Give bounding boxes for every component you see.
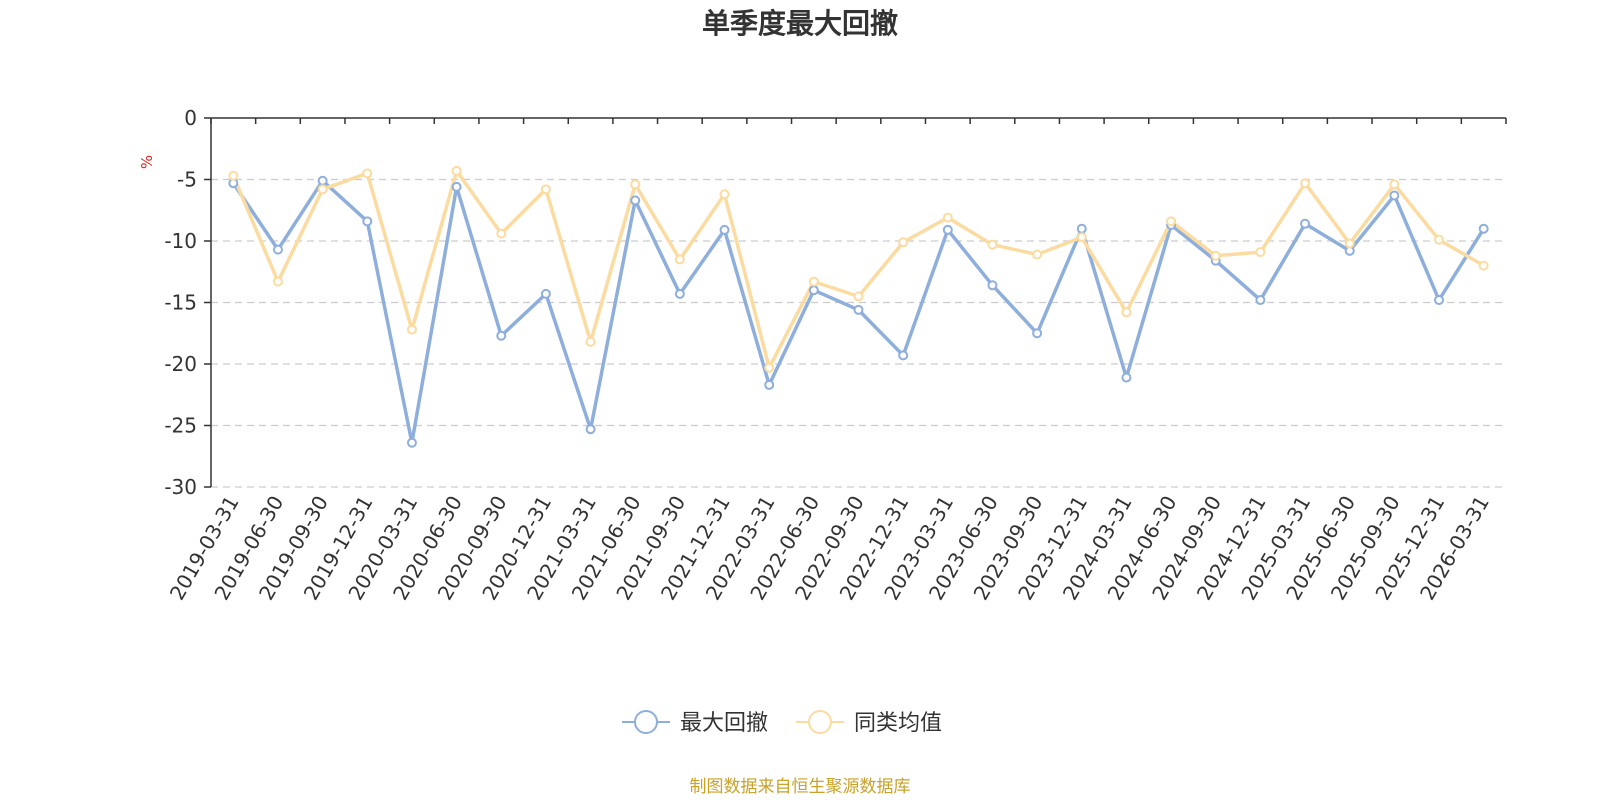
- legend-label: 同类均值: [854, 711, 942, 736]
- source-note: 制图数据来自恒生聚源数据库: [690, 777, 911, 797]
- data-point[interactable]: [1434, 295, 1445, 306]
- data-point[interactable]: [362, 168, 373, 179]
- data-point[interactable]: [406, 437, 417, 448]
- axes: [204, 117, 1507, 488]
- y-tick-label: -15: [164, 291, 197, 315]
- chart-title: 单季度最大回撤: [702, 7, 898, 40]
- y-tick-label: -25: [164, 414, 197, 438]
- y-tick-label: -5: [177, 168, 197, 192]
- data-point[interactable]: [272, 276, 283, 287]
- data-point[interactable]: [987, 239, 998, 250]
- data-point[interactable]: [942, 224, 953, 235]
- data-point[interactable]: [719, 224, 730, 235]
- data-point[interactable]: [764, 379, 775, 390]
- data-point[interactable]: [853, 304, 864, 315]
- data-point[interactable]: [1255, 295, 1266, 306]
- data-point[interactable]: [1121, 307, 1132, 318]
- data-point[interactable]: [496, 330, 507, 341]
- data-point[interactable]: [1478, 223, 1489, 234]
- data-point[interactable]: [317, 184, 328, 195]
- y-tick-labels: 0 -5 -10 -15 -20 -25 -30: [164, 106, 197, 499]
- data-point[interactable]: [1300, 178, 1311, 189]
- data-point[interactable]: [496, 228, 507, 239]
- data-point[interactable]: [1300, 218, 1311, 229]
- data-point[interactable]: [451, 181, 462, 192]
- series-line: [231, 169, 1485, 370]
- legend-marker-icon: [634, 710, 658, 734]
- grid-lines: [211, 178, 1506, 488]
- data-point[interactable]: [1434, 234, 1445, 245]
- data-point[interactable]: [808, 285, 819, 296]
- data-point[interactable]: [674, 288, 685, 299]
- legend-item[interactable]: 同类均值: [796, 710, 942, 736]
- y-tick-label: 0: [184, 106, 197, 130]
- data-point[interactable]: [1210, 250, 1221, 261]
- data-point[interactable]: [1389, 190, 1400, 201]
- data-point[interactable]: [585, 336, 596, 347]
- legend[interactable]: 最大回撤 同类均值: [622, 710, 942, 736]
- y-axis-unit-label: %: [138, 155, 156, 169]
- data-point[interactable]: [808, 276, 819, 287]
- data-point[interactable]: [630, 195, 641, 206]
- data-point[interactable]: [406, 324, 417, 335]
- data-point[interactable]: [1032, 328, 1043, 339]
- legend-marker-icon: [808, 710, 832, 734]
- data-point[interactable]: [853, 291, 864, 302]
- y-tick-label: -10: [164, 229, 197, 253]
- data-point[interactable]: [898, 350, 909, 361]
- data-point[interactable]: [942, 212, 953, 223]
- legend-label: 最大回撤: [680, 711, 768, 736]
- data-point[interactable]: [317, 175, 328, 186]
- data-point[interactable]: [764, 362, 775, 373]
- data-point[interactable]: [1344, 238, 1355, 249]
- data-point[interactable]: [1478, 260, 1489, 271]
- data-point[interactable]: [228, 170, 239, 181]
- data-point[interactable]: [987, 280, 998, 291]
- data-point[interactable]: [540, 184, 551, 195]
- data-point[interactable]: [1389, 179, 1400, 190]
- y-tick-label: -20: [164, 352, 197, 376]
- legend-item[interactable]: 最大回撤: [622, 710, 768, 736]
- x-tick-labels: 2019-03-312019-06-302019-09-302019-12-31…: [165, 491, 1494, 604]
- data-point[interactable]: [1032, 249, 1043, 260]
- data-point[interactable]: [1076, 223, 1087, 234]
- data-point[interactable]: [540, 288, 551, 299]
- data-point[interactable]: [1121, 372, 1132, 383]
- data-point[interactable]: [451, 165, 462, 176]
- data-point[interactable]: [674, 254, 685, 265]
- data-point[interactable]: [585, 424, 596, 435]
- data-point[interactable]: [1076, 232, 1087, 243]
- data-point[interactable]: [1255, 247, 1266, 258]
- data-point[interactable]: [272, 244, 283, 255]
- series-group: [228, 165, 1489, 448]
- data-point[interactable]: [362, 216, 373, 227]
- y-tick-label: -30: [164, 475, 197, 499]
- data-point[interactable]: [630, 179, 641, 190]
- data-point[interactable]: [1166, 216, 1177, 227]
- data-point[interactable]: [719, 189, 730, 200]
- data-point[interactable]: [898, 237, 909, 248]
